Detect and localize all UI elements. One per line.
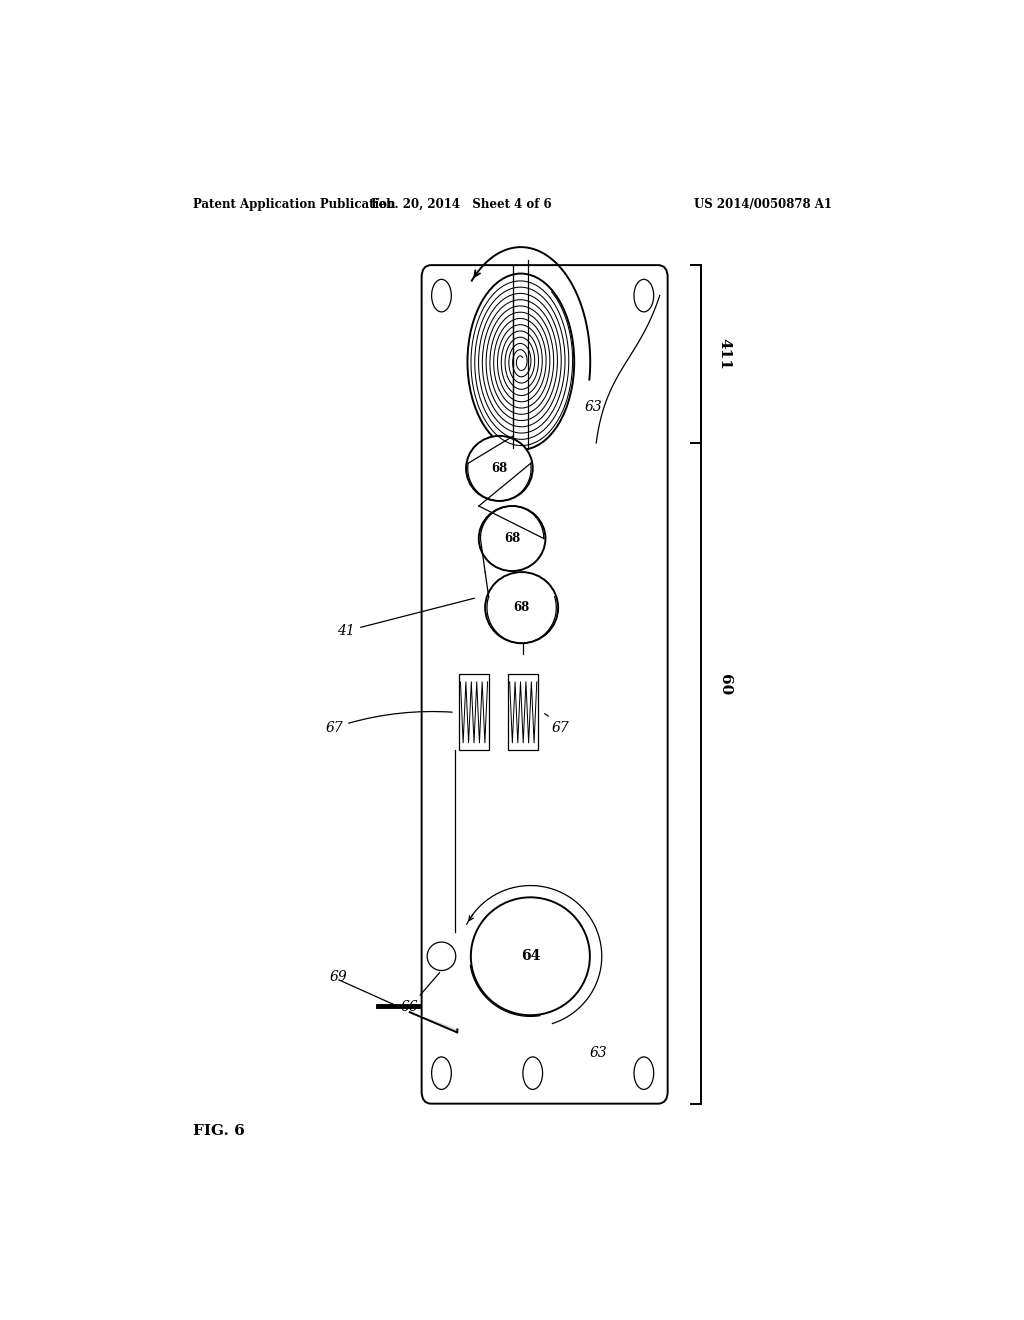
Text: 67: 67 — [545, 714, 569, 735]
Ellipse shape — [427, 942, 456, 970]
Ellipse shape — [466, 436, 532, 500]
Ellipse shape — [432, 1057, 452, 1089]
Ellipse shape — [523, 1057, 543, 1089]
Text: 68: 68 — [492, 462, 508, 475]
Polygon shape — [410, 1012, 458, 1032]
Text: 63: 63 — [585, 400, 602, 414]
Text: 64: 64 — [520, 949, 540, 964]
Bar — [508, 675, 539, 751]
Text: Feb. 20, 2014   Sheet 4 of 6: Feb. 20, 2014 Sheet 4 of 6 — [371, 198, 552, 211]
Text: US 2014/0050878 A1: US 2014/0050878 A1 — [694, 198, 831, 211]
Text: 60: 60 — [718, 673, 731, 696]
Ellipse shape — [479, 506, 546, 572]
Text: 68: 68 — [513, 601, 529, 614]
Text: 69: 69 — [330, 970, 347, 983]
Text: 411: 411 — [718, 338, 731, 370]
Ellipse shape — [471, 898, 590, 1015]
Bar — [459, 675, 489, 751]
Text: FIG. 6: FIG. 6 — [194, 1125, 245, 1138]
Text: 67: 67 — [326, 711, 453, 735]
Text: Patent Application Publication: Patent Application Publication — [194, 198, 395, 211]
Text: 66: 66 — [400, 973, 439, 1014]
Ellipse shape — [485, 572, 558, 643]
Ellipse shape — [432, 280, 452, 312]
Ellipse shape — [634, 280, 653, 312]
Text: 68: 68 — [504, 532, 520, 545]
Ellipse shape — [634, 1057, 653, 1089]
FancyBboxPatch shape — [422, 265, 668, 1104]
Text: 63: 63 — [590, 1045, 607, 1060]
Text: 41: 41 — [337, 598, 474, 638]
